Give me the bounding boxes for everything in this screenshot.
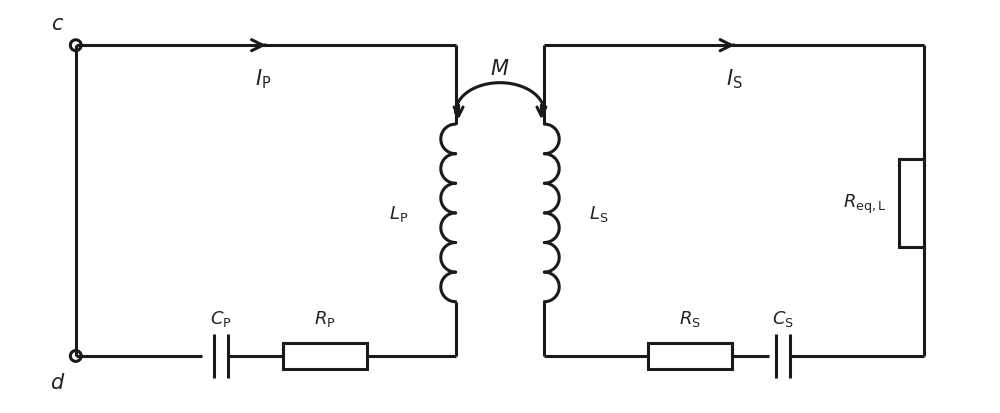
- Bar: [283, 343, 367, 369]
- Text: $R_{\mathrm{S}}$: $R_{\mathrm{S}}$: [679, 309, 701, 328]
- Text: $I_{\mathrm{S}}$: $I_{\mathrm{S}}$: [726, 68, 743, 91]
- Text: $I_{\mathrm{P}}$: $I_{\mathrm{P}}$: [255, 68, 271, 91]
- Text: $R_{\mathrm{P}}$: $R_{\mathrm{P}}$: [314, 309, 336, 328]
- Text: $L_{\mathrm{S}}$: $L_{\mathrm{S}}$: [589, 204, 608, 223]
- Text: $M$: $M$: [490, 59, 510, 78]
- Text: $R_{\mathrm{eq,L}}$: $R_{\mathrm{eq,L}}$: [843, 192, 887, 215]
- Text: $C_{\mathrm{S}}$: $C_{\mathrm{S}}$: [772, 309, 794, 328]
- Text: $L_{\mathrm{P}}$: $L_{\mathrm{P}}$: [389, 204, 408, 223]
- Text: $c$: $c$: [51, 15, 65, 34]
- Text: $C_{\mathrm{P}}$: $C_{\mathrm{P}}$: [210, 309, 232, 328]
- Text: $d$: $d$: [50, 372, 66, 392]
- Bar: [899, 159, 924, 248]
- Bar: [648, 343, 732, 369]
